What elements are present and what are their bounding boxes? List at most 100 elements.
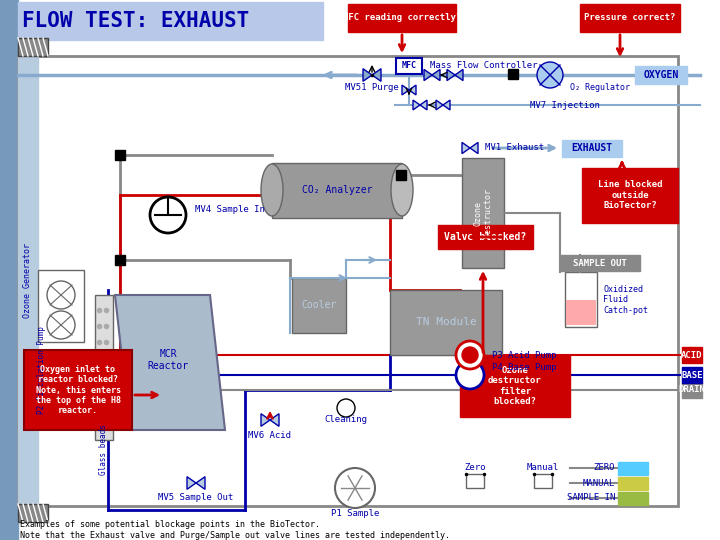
- Text: Oxygen inlet to
reactor blocked?
Note, this enters
the top of the H8
reactor.: Oxygen inlet to reactor blocked? Note, t…: [35, 364, 120, 415]
- Text: O₂ Regulator: O₂ Regulator: [570, 84, 630, 92]
- Text: P3 Acid Pump: P3 Acid Pump: [492, 350, 557, 360]
- FancyBboxPatch shape: [18, 56, 38, 506]
- FancyBboxPatch shape: [566, 300, 596, 325]
- Text: Cleaning: Cleaning: [325, 415, 367, 424]
- FancyBboxPatch shape: [635, 66, 687, 84]
- FancyBboxPatch shape: [682, 347, 702, 363]
- FancyBboxPatch shape: [95, 295, 113, 440]
- Text: ACID: ACID: [681, 350, 703, 360]
- Circle shape: [47, 281, 75, 309]
- FancyBboxPatch shape: [460, 355, 570, 417]
- Circle shape: [150, 197, 186, 233]
- FancyBboxPatch shape: [272, 163, 402, 218]
- FancyBboxPatch shape: [466, 474, 484, 488]
- Polygon shape: [196, 477, 205, 489]
- Polygon shape: [447, 70, 455, 80]
- Text: MV1 Exhaust: MV1 Exhaust: [485, 144, 544, 152]
- Text: MFC reading correctly?: MFC reading correctly?: [343, 14, 461, 23]
- Text: Manual: Manual: [527, 463, 559, 472]
- FancyBboxPatch shape: [18, 38, 48, 56]
- Polygon shape: [424, 70, 432, 80]
- Circle shape: [47, 311, 75, 339]
- Text: Cooler: Cooler: [302, 300, 337, 310]
- Polygon shape: [420, 100, 427, 110]
- Polygon shape: [470, 143, 478, 153]
- Text: Glass beads: Glass beads: [99, 424, 109, 475]
- Text: MV51 Purge: MV51 Purge: [345, 84, 399, 92]
- FancyBboxPatch shape: [534, 474, 552, 488]
- Text: MANUAL: MANUAL: [582, 478, 615, 488]
- Text: Ozone Generator: Ozone Generator: [24, 242, 32, 318]
- Text: ZERO: ZERO: [593, 463, 615, 472]
- FancyBboxPatch shape: [115, 255, 125, 265]
- Polygon shape: [432, 70, 440, 80]
- Text: Pressure correct?: Pressure correct?: [585, 14, 675, 23]
- FancyBboxPatch shape: [348, 4, 456, 32]
- FancyBboxPatch shape: [390, 290, 502, 355]
- Polygon shape: [402, 85, 409, 95]
- Text: Zero: Zero: [464, 463, 486, 472]
- Text: MV7 Injection: MV7 Injection: [530, 100, 600, 110]
- FancyBboxPatch shape: [582, 168, 678, 223]
- Text: P4 Base Pump: P4 Base Pump: [492, 363, 557, 373]
- Text: EXHAUST: EXHAUST: [572, 143, 613, 153]
- Circle shape: [462, 347, 478, 363]
- Text: BASE: BASE: [681, 370, 703, 380]
- FancyBboxPatch shape: [18, 56, 678, 506]
- Text: MV5 Sample Out: MV5 Sample Out: [158, 492, 233, 502]
- FancyBboxPatch shape: [508, 69, 518, 79]
- FancyBboxPatch shape: [682, 367, 702, 383]
- Text: CO₂ Analyzer: CO₂ Analyzer: [302, 185, 372, 195]
- Polygon shape: [372, 69, 381, 82]
- Polygon shape: [115, 295, 225, 430]
- Circle shape: [42, 352, 78, 388]
- Text: Oxidized
Fluid
Catch-pot: Oxidized Fluid Catch-pot: [603, 285, 648, 315]
- Text: DRAIN: DRAIN: [678, 386, 706, 395]
- Circle shape: [337, 399, 355, 417]
- FancyBboxPatch shape: [396, 58, 422, 74]
- Text: MV6 Acid: MV6 Acid: [248, 431, 292, 441]
- Circle shape: [456, 341, 484, 369]
- FancyBboxPatch shape: [565, 272, 597, 327]
- FancyBboxPatch shape: [580, 4, 680, 32]
- FancyBboxPatch shape: [396, 170, 406, 180]
- Text: TN Module: TN Module: [415, 317, 477, 327]
- Polygon shape: [462, 143, 470, 153]
- Polygon shape: [413, 100, 420, 110]
- FancyBboxPatch shape: [292, 278, 346, 333]
- FancyBboxPatch shape: [560, 255, 640, 271]
- FancyBboxPatch shape: [618, 477, 648, 490]
- Polygon shape: [409, 85, 416, 95]
- Text: OXYGEN: OXYGEN: [644, 70, 679, 80]
- Circle shape: [537, 62, 563, 88]
- Circle shape: [456, 361, 484, 389]
- FancyBboxPatch shape: [0, 0, 18, 540]
- FancyBboxPatch shape: [38, 270, 84, 342]
- Text: Examples of some potential blockage points in the BioTector.
Note that the Exhau: Examples of some potential blockage poin…: [20, 521, 450, 539]
- FancyBboxPatch shape: [618, 462, 648, 475]
- Text: Ozone
Destructor: Ozone Destructor: [473, 188, 492, 238]
- FancyBboxPatch shape: [462, 158, 504, 268]
- FancyBboxPatch shape: [24, 350, 132, 430]
- FancyBboxPatch shape: [18, 504, 48, 522]
- Polygon shape: [436, 100, 443, 110]
- FancyBboxPatch shape: [682, 382, 702, 398]
- Text: SAMPLE IN: SAMPLE IN: [567, 494, 615, 503]
- Circle shape: [335, 468, 375, 508]
- Polygon shape: [363, 69, 372, 82]
- Text: SAMPLE OUT: SAMPLE OUT: [573, 259, 627, 267]
- Text: Ozone
destructor
filter
blocked?: Ozone destructor filter blocked?: [488, 366, 542, 406]
- Text: P1 Sample: P1 Sample: [330, 509, 379, 517]
- Ellipse shape: [261, 164, 283, 216]
- FancyBboxPatch shape: [618, 492, 648, 505]
- FancyBboxPatch shape: [115, 150, 125, 160]
- Polygon shape: [261, 414, 270, 426]
- FancyBboxPatch shape: [18, 2, 323, 40]
- Polygon shape: [187, 477, 196, 489]
- Ellipse shape: [391, 164, 413, 216]
- Text: Mass Flow Controller: Mass Flow Controller: [430, 62, 538, 71]
- Text: P2 Circulation Pump: P2 Circulation Pump: [37, 326, 47, 414]
- FancyBboxPatch shape: [562, 140, 622, 157]
- Text: Line blocked
outside
BioTector?: Line blocked outside BioTector?: [598, 180, 662, 210]
- Text: Valve blocked?: Valve blocked?: [444, 232, 526, 242]
